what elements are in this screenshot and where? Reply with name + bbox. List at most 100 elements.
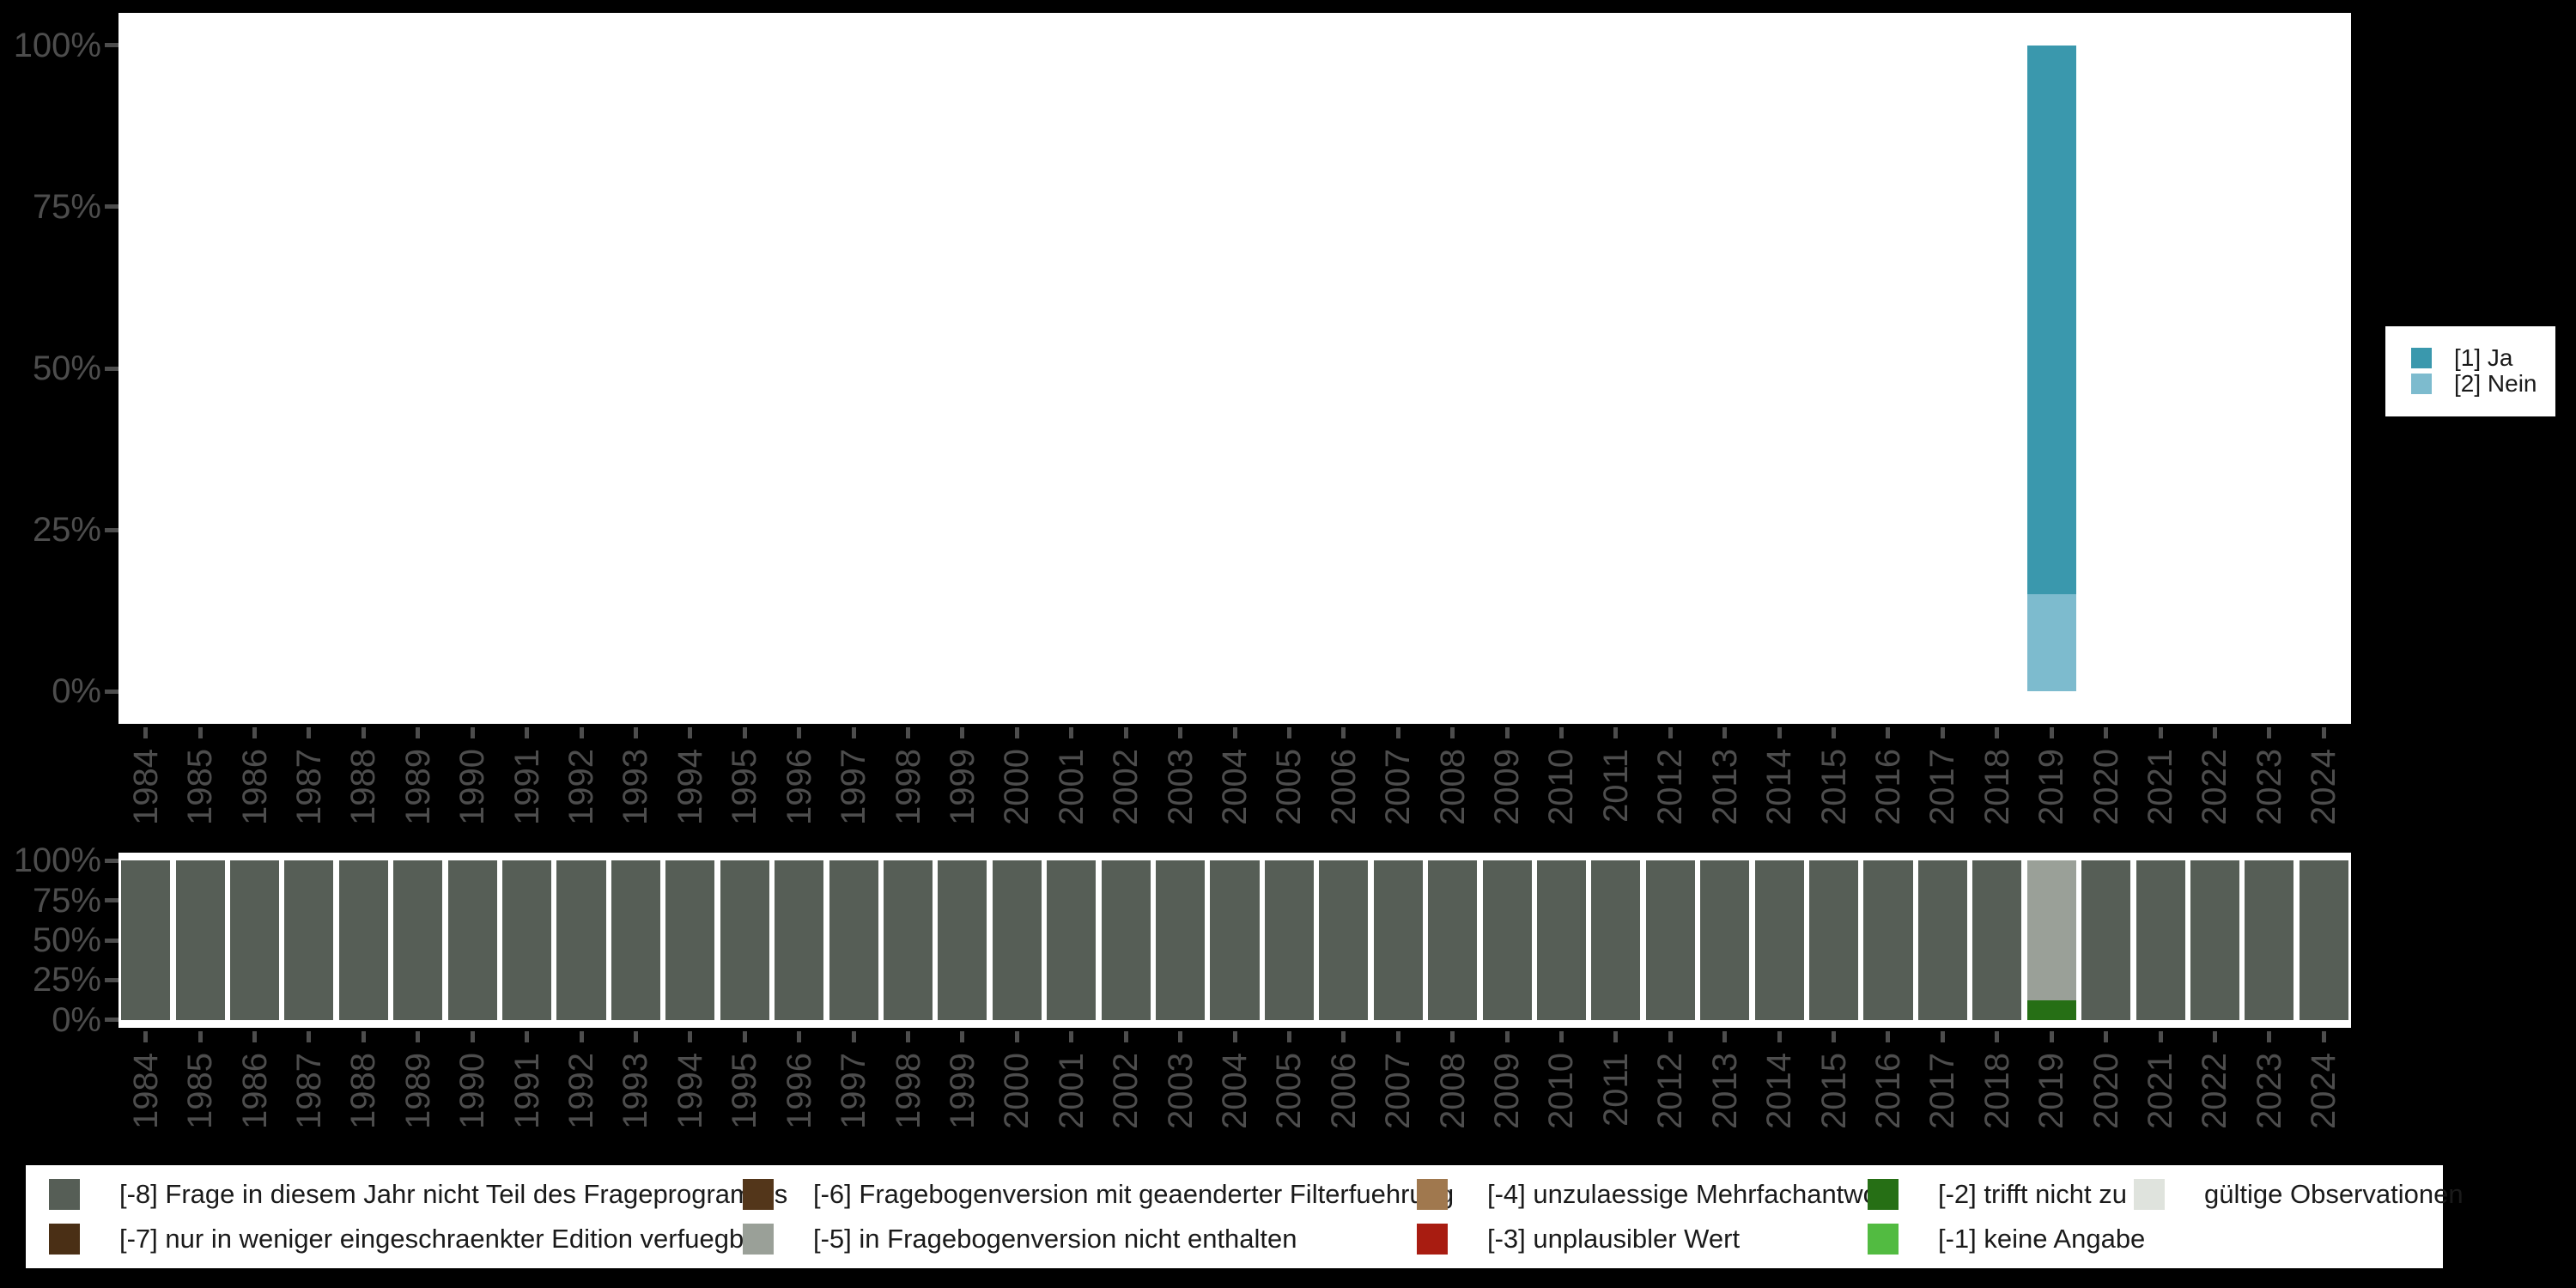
legend-missing-item: [-3] unplausibler Wert — [1417, 1224, 1868, 1255]
bar-segment — [1373, 860, 1423, 1020]
legend-missing-swatch — [1868, 1179, 1899, 1210]
legend-missing-label: [-4] unzulaessige Mehrfachantwort — [1487, 1179, 1894, 1209]
bar-segment — [2026, 45, 2076, 595]
legend-missing-swatch — [1868, 1224, 1899, 1255]
chart-top-x-axis-tick — [416, 727, 421, 738]
bar-segment — [2026, 594, 2076, 692]
chart-top-x-axis-label: 2020 — [2087, 749, 2125, 825]
bar-segment — [1264, 860, 1314, 1020]
chart-bottom-x-axis-label: 2008 — [1433, 1053, 1472, 1129]
chart-bottom-x-axis-tick — [1722, 1031, 1728, 1042]
chart-top-x-axis-label: 2014 — [1760, 749, 1799, 825]
legend-missing-item: [-2] trifft nicht zu — [1868, 1179, 2134, 1210]
chart-bottom-x-axis-tick — [742, 1031, 747, 1042]
chart-top-x-axis-label: 2019 — [2032, 749, 2071, 825]
chart-bottom-x-axis-tick — [361, 1031, 366, 1042]
chart-bottom-x-axis-tick — [579, 1031, 584, 1042]
chart-top-x-axis-tick — [1123, 727, 1128, 738]
bar-segment — [393, 860, 443, 1020]
chart-top-y-axis-label: 100% — [13, 26, 101, 64]
chart-bottom-x-axis-label: 1987 — [289, 1053, 328, 1129]
chart-bottom-x-axis-tick — [1014, 1031, 1019, 1042]
chart-top-x-axis-label: 2018 — [1978, 749, 2016, 825]
bar-segment — [2190, 860, 2239, 1020]
chart-bottom-x-axis-label: 2007 — [1379, 1053, 1418, 1129]
chart-bottom-x-axis-label: 1992 — [562, 1053, 601, 1129]
legend-missing-label: [-2] trifft nicht zu — [1938, 1179, 2127, 1209]
chart-top-x-axis-tick — [1832, 727, 1837, 738]
legend-answers-item: [2] Nein — [2411, 371, 2555, 395]
chart-top-x-axis-label: 1994 — [671, 749, 709, 825]
chart-top-x-axis-label: 2021 — [2142, 749, 2180, 825]
chart-bottom-x-axis-label: 2022 — [2196, 1053, 2234, 1129]
bar-segment — [175, 860, 225, 1020]
chart-bottom-y-axis-tick — [105, 898, 118, 903]
chart-bottom-x-axis-tick — [525, 1031, 530, 1042]
chart-bottom-x-axis-label: 2010 — [1542, 1053, 1581, 1129]
chart-top-x-axis-label: 1984 — [126, 749, 165, 825]
bar-segment — [1210, 860, 1260, 1020]
chart-bottom-x-axis-tick — [2212, 1031, 2217, 1042]
chart-top-x-axis-label: 2015 — [1814, 749, 1853, 825]
chart-top-y-axis-tick — [105, 689, 118, 694]
chart-top-x-axis-tick — [525, 727, 530, 738]
bar-segment — [2026, 999, 2076, 1020]
chart-bottom-x-axis-label: 2006 — [1324, 1053, 1363, 1129]
chart-top-x-axis-label: 2002 — [1107, 749, 1145, 825]
bar-segment — [1700, 860, 1750, 1020]
chart-bottom-x-axis-label: 2003 — [1161, 1053, 1200, 1129]
chart-top-x-axis-tick — [1722, 727, 1728, 738]
chart-bottom-x-axis-label: 2001 — [1052, 1053, 1091, 1129]
chart-bottom-x-axis-tick — [1613, 1031, 1619, 1042]
chart-top-x-axis-label: 2012 — [1651, 749, 1690, 825]
chart-bottom-y-axis-tick — [105, 938, 118, 943]
bar-segment — [992, 860, 1042, 1020]
chart-top-x-axis-tick — [2158, 727, 2163, 738]
chart-bottom-x-axis-label: 2002 — [1107, 1053, 1145, 1129]
chart-top-x-axis-label: 1995 — [726, 749, 764, 825]
chart-bottom-x-axis-tick — [1450, 1031, 1455, 1042]
legend-missing-item: [-7] nur in weniger eingeschraenkter Edi… — [49, 1224, 768, 1255]
chart-top-x-axis-tick — [252, 727, 258, 738]
chart-bottom-x-axis-tick — [1123, 1031, 1128, 1042]
bar-segment — [1972, 860, 2022, 1020]
bar-segment — [1536, 860, 1586, 1020]
chart-top-x-axis-label: 1996 — [780, 749, 818, 825]
legend-missing-item: [-4] unzulaessige Mehrfachantwort — [1417, 1179, 1894, 1210]
chart-bottom-x-axis-tick — [851, 1031, 856, 1042]
chart-top-x-axis-label: 2004 — [1216, 749, 1254, 825]
chart-bottom-x-axis-label: 1986 — [235, 1053, 274, 1129]
chart-bottom-x-axis-label: 1994 — [671, 1053, 709, 1129]
legend-answers-swatch — [2411, 373, 2432, 394]
bar-segment — [1645, 860, 1695, 1020]
chart-top-y-axis-tick — [105, 527, 118, 532]
chart-bottom-x-axis-tick — [633, 1031, 638, 1042]
chart-bottom-x-axis-label: 1991 — [507, 1053, 546, 1129]
chart-top-x-axis-label: 2023 — [2250, 749, 2288, 825]
chart-top-x-axis-tick — [1341, 727, 1346, 738]
chart-top-x-axis-tick — [1014, 727, 1019, 738]
chart-top-x-axis-tick — [2321, 727, 2326, 738]
chart-bottom-x-axis-label: 1997 — [835, 1053, 873, 1129]
legend-missing-item: [-5] in Fragebogenversion nicht enthalte… — [743, 1224, 1417, 1255]
bar-segment — [2081, 860, 2131, 1020]
bar-segment — [1319, 860, 1369, 1020]
bar-segment — [1156, 860, 1206, 1020]
chart-bottom-x-axis-label: 2018 — [1978, 1053, 2016, 1129]
legend-missing-swatch — [1417, 1179, 1448, 1210]
chart-bottom-y-axis-label: 0% — [52, 1000, 101, 1039]
chart-bottom-x-axis-label: 2005 — [1270, 1053, 1309, 1129]
chart-bottom-x-axis-label: 2015 — [1814, 1053, 1853, 1129]
chart-top-x-axis-label: 2010 — [1542, 749, 1581, 825]
chart-bottom-x-axis-label: 1985 — [181, 1053, 220, 1129]
chart-top-y-axis-label: 75% — [32, 187, 101, 226]
legend-missing-label: [-6] Fragebogenversion mit geaenderter F… — [813, 1179, 1455, 1209]
chart-top-x-axis-label: 1992 — [562, 749, 601, 825]
chart-top-y-axis-label: 50% — [32, 349, 101, 387]
chart-bottom-x-axis-label: 2024 — [2305, 1053, 2343, 1129]
chart-bottom-y-axis-label: 25% — [32, 961, 101, 999]
chart-top-x-axis-tick — [1558, 727, 1564, 738]
chart-top-x-axis-tick — [1069, 727, 1074, 738]
chart-top-x-axis-tick — [2267, 727, 2272, 738]
chart-bottom-x-axis-tick — [797, 1031, 802, 1042]
